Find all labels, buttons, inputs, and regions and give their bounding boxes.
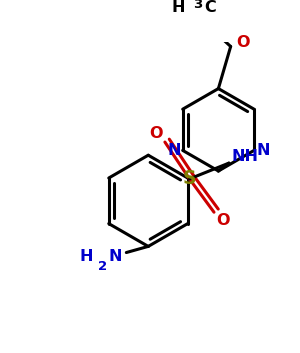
Text: 3: 3 [193,0,202,11]
Text: N: N [109,250,122,264]
Text: O: O [236,36,250,50]
Text: NH: NH [231,149,258,163]
Text: H: H [172,0,185,14]
Text: C: C [204,0,216,14]
Text: N: N [167,143,181,158]
Text: O: O [216,214,230,228]
Text: S: S [183,169,196,189]
Text: H: H [80,250,93,264]
Text: N: N [256,143,270,158]
Text: O: O [149,126,163,141]
Text: 2: 2 [98,261,107,274]
